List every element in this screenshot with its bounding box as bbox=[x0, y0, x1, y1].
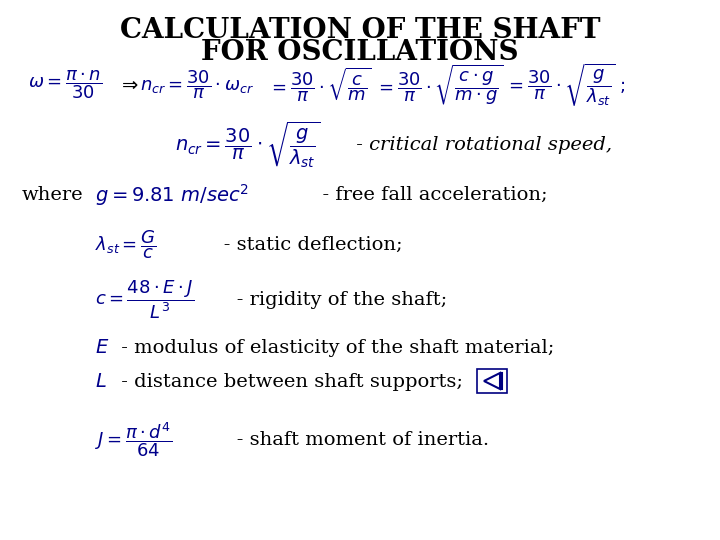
Text: - critical rotational speed,: - critical rotational speed, bbox=[350, 136, 612, 154]
Text: - modulus of elasticity of the shaft material;: - modulus of elasticity of the shaft mat… bbox=[115, 339, 554, 357]
Text: $\mathit{L}$: $\mathit{L}$ bbox=[95, 373, 107, 391]
Text: $c = \dfrac{48 \cdot E \cdot J}{L^3}$: $c = \dfrac{48 \cdot E \cdot J}{L^3}$ bbox=[95, 279, 194, 321]
Text: $J = \dfrac{\pi \cdot d^4}{64}$: $J = \dfrac{\pi \cdot d^4}{64}$ bbox=[95, 421, 172, 460]
Text: FOR OSCILLATIONS: FOR OSCILLATIONS bbox=[202, 38, 518, 65]
Text: $= \dfrac{30}{\pi} \cdot \sqrt{\dfrac{g}{\lambda_{st}}}\ ;$: $= \dfrac{30}{\pi} \cdot \sqrt{\dfrac{g}… bbox=[505, 62, 626, 109]
Text: - distance between shaft supports;: - distance between shaft supports; bbox=[115, 373, 463, 391]
Text: $g = 9.81 \ m / sec^2$: $g = 9.81 \ m / sec^2$ bbox=[95, 182, 249, 208]
Text: $\lambda_{st} = \dfrac{G}{c}$: $\lambda_{st} = \dfrac{G}{c}$ bbox=[95, 228, 156, 261]
Text: - static deflection;: - static deflection; bbox=[205, 236, 402, 254]
Text: - rigidity of the shaft;: - rigidity of the shaft; bbox=[218, 291, 447, 309]
Text: where: where bbox=[22, 186, 84, 204]
Text: $\Rightarrow$: $\Rightarrow$ bbox=[118, 76, 139, 94]
Text: $= \dfrac{30}{\pi} \cdot \sqrt{\dfrac{c}{m}}$: $= \dfrac{30}{\pi} \cdot \sqrt{\dfrac{c}… bbox=[268, 66, 372, 104]
FancyBboxPatch shape bbox=[477, 369, 507, 393]
Text: - free fall acceleration;: - free fall acceleration; bbox=[310, 186, 548, 204]
Text: $n_{cr} = \dfrac{30}{\pi} \cdot \sqrt{\dfrac{g}{\lambda_{st}}}$: $n_{cr} = \dfrac{30}{\pi} \cdot \sqrt{\d… bbox=[175, 119, 320, 171]
Text: $\mathit{E}$: $\mathit{E}$ bbox=[95, 339, 109, 357]
Text: $\omega = \dfrac{\pi \cdot n}{30}$: $\omega = \dfrac{\pi \cdot n}{30}$ bbox=[28, 69, 102, 102]
Text: - shaft moment of inertia.: - shaft moment of inertia. bbox=[218, 431, 489, 449]
Text: $= \dfrac{30}{\pi} \cdot \sqrt{\dfrac{c \cdot g}{m \cdot g}}$: $= \dfrac{30}{\pi} \cdot \sqrt{\dfrac{c … bbox=[375, 63, 503, 107]
Text: CALCULATION OF THE SHAFT: CALCULATION OF THE SHAFT bbox=[120, 17, 600, 44]
Text: $n_{cr} = \dfrac{30}{\pi} \cdot \omega_{cr}$: $n_{cr} = \dfrac{30}{\pi} \cdot \omega_{… bbox=[140, 69, 254, 102]
